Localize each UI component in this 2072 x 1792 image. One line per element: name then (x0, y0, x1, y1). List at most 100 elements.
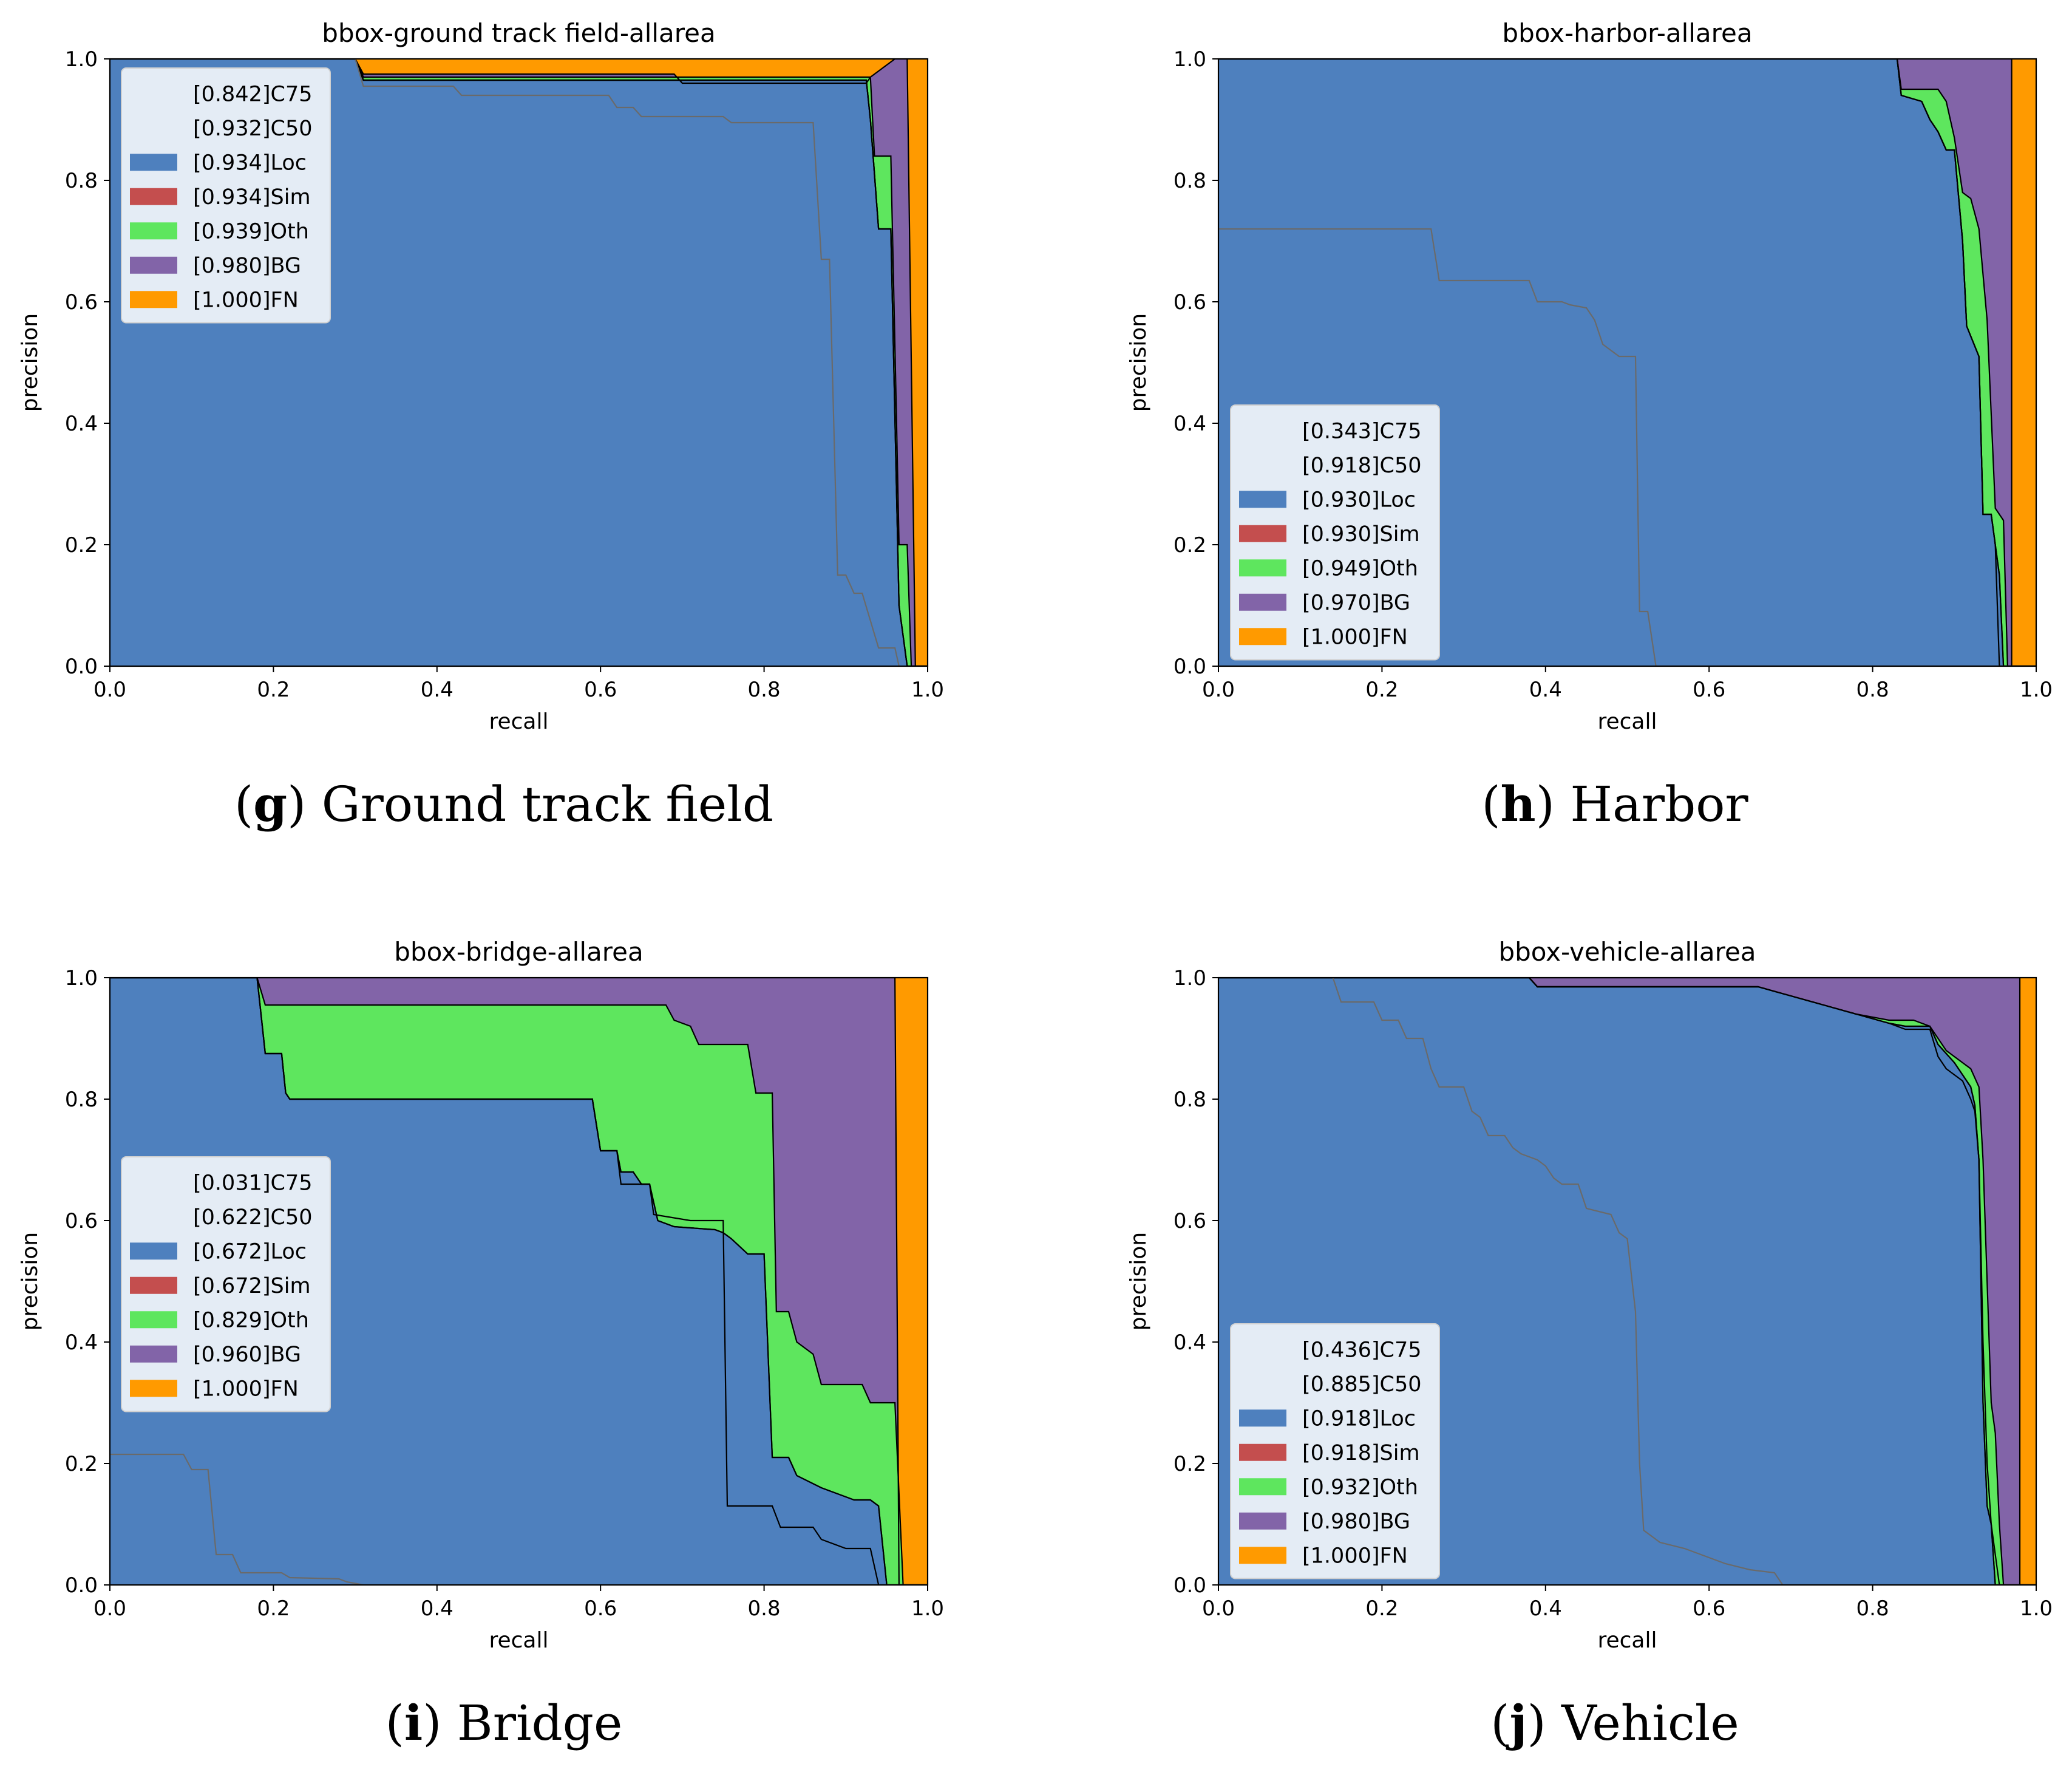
legend-entry: [0.918]C50 (1302, 454, 1421, 478)
y-tick-label: 1.0 (1174, 47, 1206, 72)
legend-entry: [1.000]FN (1302, 625, 1408, 649)
chart-title: bbox-vehicle-allarea (1498, 937, 1756, 967)
legend-swatch (1239, 525, 1286, 542)
legend-entry: [0.949]Oth (1302, 556, 1418, 581)
y-tick-label: 0.8 (1174, 1088, 1206, 1112)
x-tick-label: 0.8 (748, 678, 781, 702)
y-tick-label: 0.6 (1174, 1209, 1206, 1233)
curve-c50 (110, 978, 928, 1585)
legend-entry: [0.672]Loc (193, 1239, 307, 1264)
legend-entry: [0.436]C75 (1302, 1338, 1421, 1362)
x-tick-label: 0.6 (584, 678, 617, 702)
y-tick-label: 0.0 (1174, 655, 1206, 679)
chart-panel-h: 0.0 0.2 0.4 0.6 0.8 1.0 0.0 0.2 0.4 0.6 0.8 1.0 bbox… (1126, 18, 2053, 833)
legend-entry: [0.885]C50 (1302, 1372, 1421, 1397)
curve-bg (1218, 978, 2036, 1585)
x-tick-label: 1.0 (2020, 678, 2053, 702)
x-tick-label: 0.8 (1856, 678, 1889, 702)
chart-title: bbox-ground track field-allarea (322, 18, 715, 48)
legend-swatch (130, 256, 177, 274)
y-tick-label: 0.4 (1174, 1330, 1206, 1355)
y-tick-label: 0.0 (65, 1573, 98, 1598)
curve-c50 (1218, 978, 2036, 1585)
legend-swatch (130, 1242, 177, 1260)
x-tick-label: 1.0 (911, 1596, 944, 1621)
legend-swatch (1239, 491, 1286, 508)
y-tick-label: 0.8 (1174, 169, 1206, 193)
caption-part: ( (1481, 776, 1500, 833)
legend-entry: [0.918]Sim (1302, 1441, 1420, 1465)
legend: [0.436]C75 [0.885]C50 [0.918]Loc [0.918]Sim… (1230, 1323, 1440, 1579)
y-tick-label: 1.0 (65, 966, 98, 990)
legend-entry: [0.672]Sim (193, 1274, 311, 1298)
legend-entry: [0.842]C75 (193, 82, 312, 106)
legend-entry: [1.000]FN (1302, 1544, 1408, 1568)
y-tick-label: 0.0 (65, 655, 98, 679)
x-tick-label: 0.6 (584, 1596, 617, 1621)
panel-caption: (i) Bridge (386, 1694, 623, 1751)
legend-swatch (130, 188, 177, 205)
x-tick-label: 0.8 (748, 1596, 781, 1621)
x-tick-label: 0.0 (1202, 678, 1235, 702)
curve-c50 (1218, 59, 2036, 666)
y-axis-label: precision (18, 313, 42, 412)
x-axis-label: recall (489, 709, 548, 734)
axes-frame (1217, 58, 2037, 667)
legend-swatch (1239, 593, 1286, 611)
x-tick-label: 0.2 (257, 1596, 290, 1621)
y-tick-label: 0.6 (1174, 290, 1206, 315)
y-axis-label: precision (1126, 313, 1151, 412)
axes-frame (109, 58, 929, 667)
curve-oth (1218, 59, 2036, 666)
chart-panel-g: 0.0 0.2 0.4 0.6 0.8 1.0 0.0 0.2 0.4 0.6 0.8 1.0 bbox… (18, 18, 944, 833)
caption-part: ( (386, 1695, 404, 1751)
caption-part: ( (234, 776, 253, 833)
legend-swatch (130, 1345, 177, 1363)
panel-caption: (h) Harbor (1481, 775, 1748, 833)
legend-swatch (1239, 1443, 1286, 1461)
legend-swatch (1239, 628, 1286, 646)
legend-swatch (1239, 1547, 1286, 1564)
legend-swatch (130, 1380, 177, 1397)
x-tick-label: 0.4 (1529, 678, 1562, 702)
legend-entry: [0.934]Loc (193, 151, 307, 175)
chart-title: bbox-bridge-allarea (394, 937, 643, 967)
legend-entry: [1.000]FN (193, 1377, 299, 1401)
curve-bg (110, 978, 928, 1585)
legend-entry: [0.932]C50 (193, 117, 312, 141)
x-tick-label: 0.2 (1365, 678, 1398, 702)
y-tick-label: 0.6 (65, 1209, 98, 1233)
legend-entry: [0.980]BG (1302, 1510, 1410, 1534)
axes-frame (1217, 976, 2037, 1586)
legend-swatch (130, 1276, 177, 1294)
y-tick-label: 0.8 (65, 169, 98, 193)
y-tick-label: 0.8 (65, 1088, 98, 1112)
legend-entry: [0.934]Sim (193, 185, 311, 210)
legend-entry: [0.932]Oth (1302, 1475, 1418, 1499)
x-axis-label: recall (489, 1628, 548, 1653)
x-tick-label: 0.6 (1693, 1596, 1725, 1621)
curve-c75 (110, 1453, 928, 1585)
curve-bg (1218, 59, 2036, 666)
x-axis-label: recall (1597, 709, 1657, 734)
caption-part: ) Harbor (1536, 776, 1749, 833)
x-tick-label: 0.2 (1365, 1596, 1398, 1621)
legend-entry: [0.960]BG (193, 1343, 301, 1367)
legend-entry: [1.000]FN (193, 288, 299, 312)
legend-swatch (1239, 1478, 1286, 1496)
x-tick-label: 0.6 (1693, 678, 1725, 702)
curve-oth (110, 978, 928, 1585)
legend-entry: [0.622]C50 (193, 1205, 312, 1230)
legend-entry: [0.829]Oth (193, 1308, 309, 1332)
caption-part: i (404, 1694, 423, 1751)
y-tick-label: 0.2 (1174, 1452, 1206, 1476)
curve-c75 (110, 59, 900, 666)
y-tick-label: 1.0 (1174, 966, 1206, 990)
legend-swatch (1239, 559, 1286, 577)
legend-entry: [0.939]Oth (193, 219, 309, 244)
y-tick-label: 0.4 (65, 412, 98, 436)
x-axis-label: recall (1597, 1628, 1657, 1653)
legend-entry: [0.343]C75 (1302, 419, 1421, 443)
x-tick-label: 0.0 (93, 1596, 126, 1621)
legend: [0.343]C75 [0.918]C50 [0.930]Loc [0.930]Sim… (1230, 404, 1440, 661)
